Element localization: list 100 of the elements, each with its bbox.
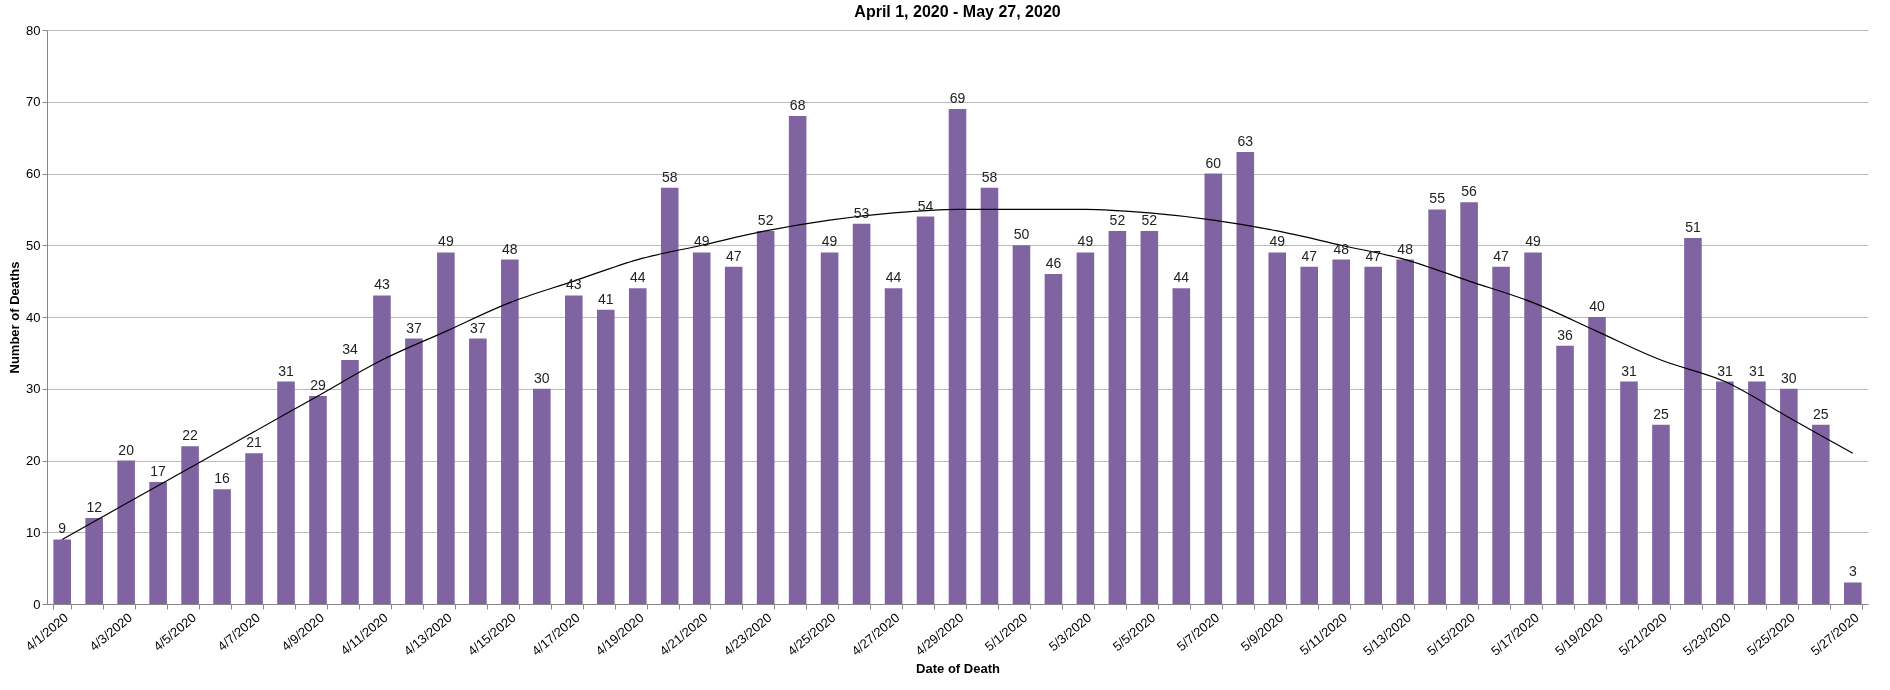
y-tick-label: 70 (26, 94, 41, 110)
y-tick-label: 60 (26, 166, 41, 181)
data-label: 49 (821, 233, 838, 250)
data-label: 54 (917, 197, 934, 214)
data-label: 49 (438, 233, 454, 250)
bar (1140, 230, 1159, 604)
data-label: 37 (470, 319, 486, 336)
data-label: 16 (214, 470, 231, 487)
data-label: 34 (342, 341, 358, 358)
data-label: 20 (118, 441, 135, 458)
data-label: 60 (1205, 154, 1222, 171)
bar (245, 453, 263, 604)
bar (341, 360, 359, 604)
bar (852, 223, 871, 604)
bar (1556, 345, 1574, 604)
bar (1236, 151, 1255, 604)
bar (53, 539, 71, 604)
bar (1108, 230, 1127, 604)
bar (1396, 259, 1414, 604)
bar (1012, 245, 1031, 604)
bar (980, 187, 999, 604)
bar (916, 216, 935, 604)
bar (1524, 252, 1542, 604)
x-axis-title: Date of Death (916, 660, 1000, 676)
data-label: 56 (1461, 183, 1478, 200)
bar (565, 295, 583, 604)
data-label: 44 (1173, 269, 1190, 286)
data-label: 69 (949, 89, 966, 106)
data-label: 52 (1109, 211, 1126, 228)
data-label: 52 (757, 211, 774, 228)
bar (213, 489, 231, 604)
y-tick-label: 0 (33, 596, 41, 612)
bar (1300, 266, 1319, 604)
data-label: 63 (1237, 132, 1254, 149)
bar (1172, 288, 1191, 604)
bar (1748, 381, 1766, 604)
data-label: 44 (885, 269, 902, 286)
bar (1268, 252, 1287, 604)
chart-title: April 1, 2020 - May 27, 2020 (854, 3, 1061, 20)
data-label: 43 (374, 276, 390, 293)
data-label: 37 (406, 319, 422, 336)
bar (628, 288, 647, 604)
data-label: 30 (1781, 369, 1797, 386)
data-label: 25 (1813, 405, 1829, 422)
bar (85, 517, 103, 604)
bar (1620, 381, 1638, 604)
bar (788, 116, 807, 604)
data-label: 51 (1685, 219, 1701, 236)
bar (437, 252, 455, 604)
bar (596, 309, 615, 604)
bar (181, 446, 199, 604)
data-label: 49 (1525, 233, 1542, 250)
bar (1780, 388, 1798, 604)
data-label: 31 (1621, 362, 1637, 379)
bar (1364, 266, 1382, 604)
bar (820, 252, 839, 604)
bar (1204, 173, 1223, 604)
bar (1460, 202, 1478, 604)
data-label: 46 (1045, 254, 1062, 271)
bar (1812, 424, 1830, 604)
data-label: 50 (1013, 226, 1030, 243)
data-label: 25 (1653, 405, 1669, 422)
data-label: 31 (1749, 362, 1765, 379)
data-label: 52 (1141, 211, 1158, 228)
data-label: 44 (629, 269, 646, 286)
data-label: 9 (58, 520, 67, 537)
data-label: 30 (534, 369, 550, 386)
y-tick-label: 50 (26, 237, 41, 253)
bar (948, 108, 967, 604)
bar (533, 388, 551, 604)
data-label: 55 (1429, 190, 1446, 207)
data-label: 12 (86, 498, 103, 515)
data-label: 40 (1589, 298, 1606, 314)
data-label: 3 (1848, 563, 1857, 580)
bar (884, 288, 903, 604)
bar (660, 187, 679, 604)
y-tick-label: 40 (26, 309, 41, 325)
bar (692, 252, 711, 604)
bar (405, 338, 423, 604)
data-label: 21 (246, 434, 263, 451)
bar (469, 338, 487, 604)
data-label: 58 (981, 168, 998, 185)
bar (1044, 273, 1063, 604)
bar (501, 259, 519, 604)
data-label: 29 (310, 376, 326, 393)
data-label: 22 (182, 427, 199, 444)
data-label: 31 (1717, 362, 1733, 379)
data-label: 31 (278, 362, 295, 379)
bar (1684, 238, 1702, 604)
bar (1588, 317, 1606, 604)
bar (309, 395, 327, 604)
data-label: 48 (502, 240, 518, 257)
bar (149, 482, 167, 604)
data-label: 47 (1365, 247, 1382, 264)
y-axis-title: Number of Deaths (7, 261, 23, 374)
data-label: 47 (1301, 247, 1318, 264)
bar (724, 266, 743, 604)
bar (1428, 209, 1446, 604)
bar (1716, 381, 1734, 604)
bar (1652, 424, 1670, 604)
